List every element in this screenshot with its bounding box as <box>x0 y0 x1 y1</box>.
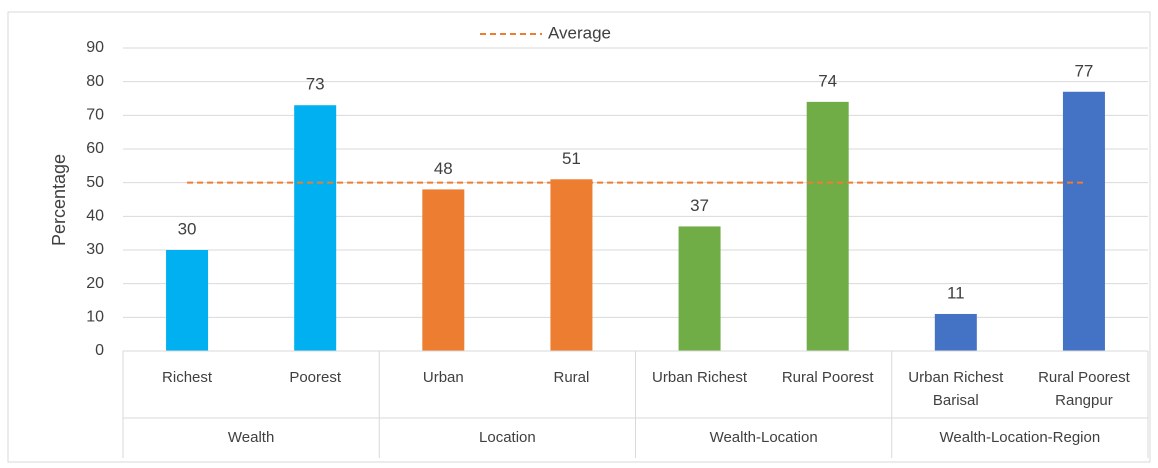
data-label: 11 <box>947 283 965 302</box>
x-tick-label: Richest <box>162 369 213 386</box>
x-tick-label: Urban <box>423 369 464 386</box>
y-tick-label: 60 <box>86 140 104 157</box>
data-label: 37 <box>690 196 709 215</box>
data-label: 48 <box>434 159 453 178</box>
y-tick-label: 20 <box>86 275 104 292</box>
y-axis-label: Percentage <box>49 154 69 246</box>
y-tick-label: 80 <box>86 73 104 90</box>
bar <box>678 226 721 351</box>
data-label: 30 <box>178 219 197 238</box>
bar <box>934 313 977 351</box>
y-tick-label: 70 <box>86 107 104 124</box>
group-label: Location <box>479 429 536 446</box>
x-tick-label: Urban Richest <box>908 369 1004 386</box>
bar <box>294 105 337 351</box>
x-tick-label: Poorest <box>289 369 342 386</box>
x-tick-label: Rangpur <box>1055 392 1113 409</box>
data-label: 77 <box>1074 61 1093 80</box>
x-tick-label: Barisal <box>933 392 979 409</box>
bar <box>166 250 209 351</box>
group-label: Wealth-Location-Region <box>940 429 1101 446</box>
x-tick-label: Rural Poorest <box>1038 369 1131 386</box>
data-label: 74 <box>818 71 837 90</box>
data-label: 51 <box>562 149 581 168</box>
chart-border <box>7 11 1151 463</box>
group-label: Wealth <box>228 429 274 446</box>
bar <box>1062 91 1105 352</box>
y-tick-label: 40 <box>86 208 104 225</box>
y-tick-label: 10 <box>86 309 104 326</box>
data-label: 73 <box>306 75 325 94</box>
bar <box>422 189 465 351</box>
x-tick-label: Rural Poorest <box>782 369 875 386</box>
bar <box>806 101 849 351</box>
y-tick-label: 50 <box>86 174 104 191</box>
x-tick-label: Rural <box>554 369 590 386</box>
group-label: Wealth-Location <box>710 429 818 446</box>
y-tick-label: 90 <box>86 39 104 56</box>
x-tick-label: Urban Richest <box>652 369 748 386</box>
y-tick-label: 0 <box>95 342 104 359</box>
y-tick-label: 30 <box>86 241 104 258</box>
bar <box>550 179 593 351</box>
legend-label: Average <box>548 23 611 42</box>
